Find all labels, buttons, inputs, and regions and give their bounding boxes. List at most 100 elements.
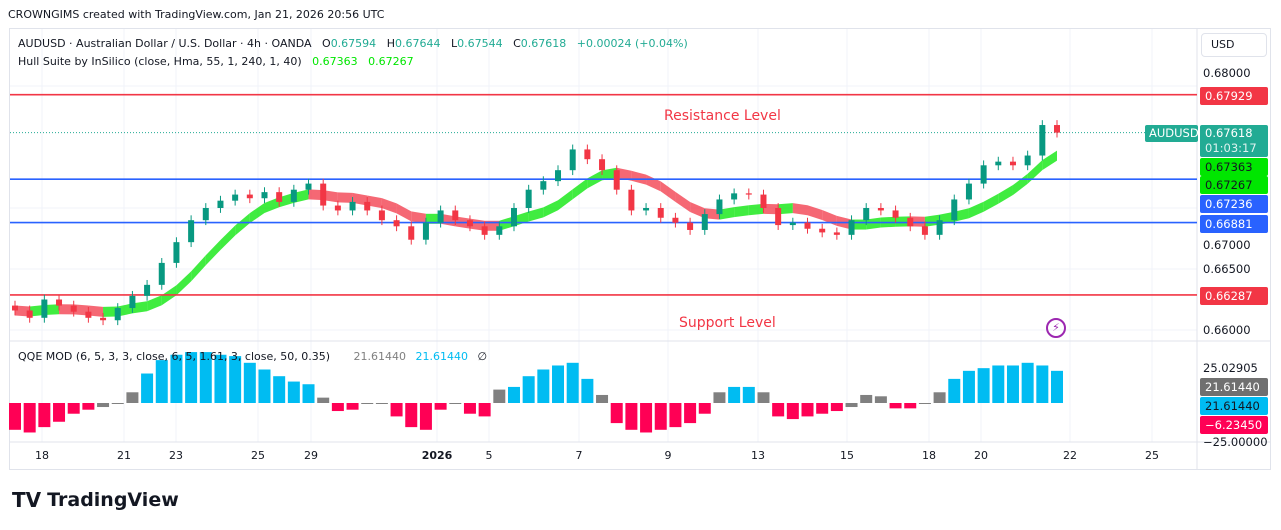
hull-band-segment bbox=[998, 185, 1013, 204]
qqe-bar bbox=[669, 403, 682, 428]
hull-label-1: 0.67363 bbox=[1200, 158, 1268, 176]
hull-value-2: 0.67267 bbox=[368, 55, 414, 68]
lightning-icon[interactable]: ⚡ bbox=[1046, 318, 1066, 338]
hull-band-segment bbox=[704, 208, 720, 220]
qqe-value-3: ∅ bbox=[477, 350, 488, 363]
hull-band-segment bbox=[983, 193, 999, 212]
hull-band-segment bbox=[249, 203, 265, 224]
qqe-value-2: 21.61440 bbox=[415, 350, 469, 363]
qqe-bar bbox=[845, 403, 858, 408]
candle-body bbox=[466, 220, 473, 227]
candle-body bbox=[1054, 125, 1060, 133]
candle-body bbox=[349, 201, 356, 211]
qqe-bar bbox=[273, 376, 286, 403]
candle-body bbox=[378, 210, 385, 221]
hull-band-segment bbox=[968, 201, 984, 219]
candle-body bbox=[643, 208, 650, 211]
candle-body bbox=[408, 226, 415, 240]
high-label: H bbox=[386, 37, 395, 50]
qqe-bar bbox=[1021, 362, 1034, 403]
candle-body bbox=[628, 189, 635, 211]
qqe-tick: −25.00000 bbox=[1203, 435, 1268, 449]
qqe-bar bbox=[581, 378, 594, 403]
hull-band-segment bbox=[954, 208, 969, 222]
hull-band-segment bbox=[778, 203, 793, 215]
candle-body bbox=[657, 208, 664, 218]
price-tick: 0.66000 bbox=[1203, 323, 1251, 337]
candle-body bbox=[819, 228, 826, 233]
candle-body bbox=[907, 217, 914, 227]
hull-band-segment bbox=[543, 200, 559, 218]
hull-band-segment bbox=[572, 178, 588, 200]
qqe-bar bbox=[449, 403, 462, 404]
qqe-bar bbox=[170, 354, 183, 403]
qqe-bar bbox=[610, 403, 623, 424]
qqe-bar bbox=[918, 403, 931, 404]
change-value: +0.00024 (+0.04%) bbox=[576, 37, 688, 50]
qqe-bar bbox=[654, 403, 667, 430]
hull-band-segment bbox=[117, 303, 133, 317]
time-tick: 18 bbox=[922, 449, 936, 462]
indicator-title[interactable]: Hull Suite by InSilico (close, Hma, 55, … bbox=[18, 55, 302, 68]
qqe-bar bbox=[874, 396, 887, 403]
time-tick: 22 bbox=[1063, 449, 1077, 462]
hull-band-segment bbox=[191, 255, 206, 282]
candle-body bbox=[555, 170, 562, 182]
open-label: O bbox=[322, 37, 331, 50]
qqe-bar bbox=[507, 386, 520, 403]
time-tick: 18 bbox=[35, 449, 49, 462]
support-annotation[interactable]: Support Level bbox=[679, 315, 776, 331]
low-label: L bbox=[450, 37, 458, 50]
hull-band-segment bbox=[660, 181, 676, 202]
hull-band-segment bbox=[88, 305, 104, 317]
qqe-bar bbox=[287, 381, 300, 403]
candle-body bbox=[496, 226, 503, 235]
qqe-bar bbox=[9, 403, 21, 430]
hull-band-segment bbox=[44, 304, 60, 315]
hull-band-segment bbox=[734, 205, 749, 218]
candle-body bbox=[701, 214, 708, 230]
resistance-annotation[interactable]: Resistance Level bbox=[664, 108, 781, 124]
tradingview-logo[interactable]: 𝗧𝗩 TradingView bbox=[12, 488, 179, 512]
hull-band-segment bbox=[675, 191, 691, 212]
candle-body bbox=[569, 149, 576, 171]
qqe-bar bbox=[596, 394, 609, 403]
candle-body bbox=[56, 299, 63, 306]
close-value: 0.67618 bbox=[520, 37, 567, 50]
candle-body bbox=[173, 242, 180, 263]
qqe-bar bbox=[522, 376, 535, 403]
candle-body bbox=[745, 193, 752, 195]
qqe-bar bbox=[786, 403, 799, 420]
candle-body bbox=[1024, 155, 1031, 166]
candle-body bbox=[276, 192, 283, 202]
qqe-bar bbox=[537, 369, 550, 403]
candle-body bbox=[672, 217, 679, 223]
candle-body bbox=[995, 161, 1002, 166]
bar-countdown: 01:03:17 bbox=[1205, 141, 1257, 155]
qqe-bar bbox=[155, 360, 168, 403]
qqe-bar bbox=[23, 403, 36, 433]
qqe-legend: QQE MOD (6, 5, 3, 3, close, 6, 5, 1.61, … bbox=[18, 350, 487, 363]
qqe-bar bbox=[962, 370, 975, 403]
time-tick: 25 bbox=[1145, 449, 1159, 462]
symbol-title[interactable]: AUDUSD · Australian Dollar / U.S. Dollar… bbox=[18, 37, 312, 50]
hull-band-segment bbox=[293, 189, 309, 203]
hull-band-segment bbox=[352, 192, 368, 206]
qqe-bar bbox=[625, 403, 638, 430]
qqe-bar bbox=[713, 392, 726, 403]
currency-selector[interactable]: USD bbox=[1201, 33, 1267, 57]
qqe-title[interactable]: QQE MOD (6, 5, 3, 3, close, 6, 5, 1.61, … bbox=[18, 350, 331, 363]
hull-band-segment bbox=[132, 301, 148, 314]
qqe-bar bbox=[816, 403, 829, 414]
candle-body bbox=[144, 284, 151, 296]
price-chart[interactable] bbox=[0, 0, 1281, 470]
price-tick: 0.66500 bbox=[1203, 262, 1251, 276]
qqe-bar bbox=[38, 403, 51, 428]
time-tick: 2026 bbox=[421, 449, 453, 462]
hull-band-segment bbox=[176, 271, 192, 296]
qqe-bar bbox=[185, 352, 198, 403]
qqe-bar bbox=[889, 403, 902, 409]
hull-band-segment bbox=[425, 213, 441, 224]
candle-body bbox=[452, 210, 459, 221]
candle-body bbox=[804, 222, 811, 229]
